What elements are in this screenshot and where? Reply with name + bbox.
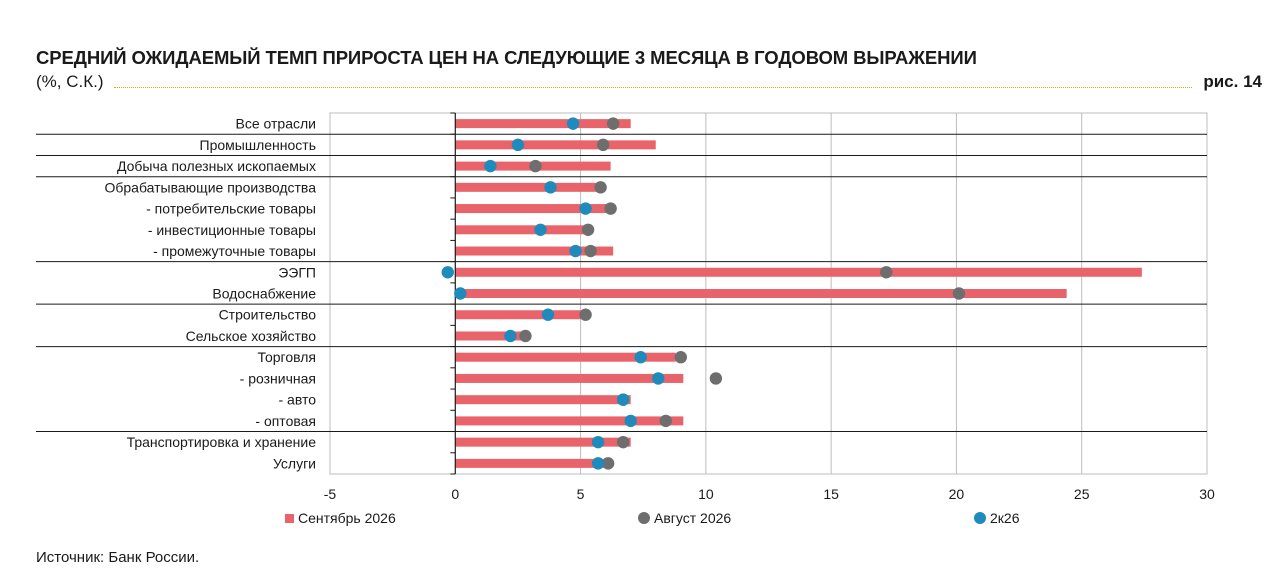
dot-2k26 — [591, 435, 605, 449]
category-label: Все отрасли — [236, 116, 316, 132]
dot-august — [952, 287, 966, 300]
dot-2k26 — [652, 372, 665, 385]
bar-september — [455, 331, 526, 341]
legend-item-august: Август 2026 — [638, 510, 731, 526]
category-label: - промежуточные товары — [153, 243, 316, 259]
dot-2k26 — [591, 457, 605, 470]
dot-2k26 — [441, 266, 454, 279]
category-label: Промышленность — [200, 137, 316, 153]
dot-august — [581, 223, 595, 236]
category-label: - авто — [278, 392, 316, 408]
dot-2k26 — [569, 244, 582, 258]
dot-2k26 — [624, 414, 637, 428]
x-tick-label: 10 — [698, 486, 714, 502]
dot-august — [616, 435, 630, 449]
bar-september — [455, 140, 656, 150]
bar-september — [455, 182, 601, 192]
dot-2k26 — [541, 308, 555, 321]
bar-september — [455, 119, 631, 129]
x-tick-label: 30 — [1199, 486, 1215, 502]
subtitle-row: (%, С.К.) рис. 14 — [36, 72, 1262, 94]
category-label: - розничная — [240, 370, 316, 386]
dot-2k26 — [534, 223, 547, 236]
x-tick-label: 15 — [823, 486, 839, 502]
x-tick-label: -5 — [324, 486, 337, 502]
dot-august — [584, 244, 597, 258]
category-label: Услуги — [273, 455, 316, 471]
bar-september — [455, 225, 591, 235]
legend-label-september: Сентябрь 2026 — [298, 510, 396, 526]
dot-august — [601, 457, 615, 470]
category-label: - потребительские товары — [146, 201, 316, 217]
category-label: ЭЭГП — [278, 264, 316, 280]
chart-subtitle: (%, С.К.) — [36, 72, 106, 92]
category-label: Сельское хозяйство — [186, 328, 317, 344]
legend-label-august: Август 2026 — [654, 510, 732, 526]
x-tick-label: 25 — [1074, 486, 1090, 502]
category-label: Обрабатывающие производства — [104, 179, 316, 195]
x-tick-label: 5 — [577, 486, 585, 502]
source-note: Источник: Банк России. — [36, 549, 200, 566]
legend-item-2k26: 2к26 — [974, 510, 1019, 526]
dot-2k26 — [511, 138, 525, 152]
figure-label: рис. 14 — [1201, 72, 1262, 92]
bar-september — [455, 310, 586, 320]
category-label: Водоснабжение — [212, 286, 316, 302]
legend-swatch-2k26-dot — [974, 512, 986, 524]
category-label: Строительство — [219, 307, 317, 323]
bar-september — [455, 246, 614, 256]
bar-september — [455, 437, 631, 447]
category-label: Добыча полезных ископаемых — [117, 158, 316, 174]
dot-august — [604, 202, 617, 215]
dot-2k26 — [454, 287, 467, 300]
dot-august — [596, 138, 610, 152]
dot-august — [594, 181, 607, 194]
dot-august — [659, 414, 672, 428]
bar-september — [455, 373, 684, 383]
bar-september — [455, 204, 614, 214]
dot-august — [579, 308, 592, 321]
x-tick-label: 20 — [949, 486, 965, 502]
legend-swatch-bar — [285, 513, 294, 523]
legend-item-september: Сентябрь 2026 — [285, 510, 396, 526]
dotted-leader — [114, 87, 1192, 88]
legend-label-2k26: 2к26 — [990, 510, 1020, 526]
dot-2k26 — [544, 181, 557, 194]
dot-2k26 — [616, 393, 630, 406]
dot-august — [606, 117, 620, 130]
x-tick-label: 0 — [451, 486, 459, 502]
dot-2k26 — [579, 202, 592, 215]
category-label: Транспортировка и хранение — [127, 434, 317, 450]
bar-september — [455, 352, 676, 362]
dot-august — [519, 329, 532, 343]
category-label: - оптовая — [255, 413, 316, 429]
dot-2k26 — [634, 351, 647, 364]
bar-september — [455, 416, 684, 426]
bar-september — [455, 289, 1067, 298]
dot-2k26 — [566, 117, 580, 130]
dot-2k26 — [484, 159, 497, 173]
legend-swatch-august-dot — [638, 512, 650, 524]
category-label: - инвестиционные товары — [148, 222, 316, 238]
dot-august — [529, 159, 542, 173]
category-label: Торговля — [258, 349, 316, 365]
dot-august — [709, 372, 723, 385]
bar-september — [455, 395, 631, 405]
bar-september — [455, 458, 611, 468]
dot-august — [674, 351, 687, 364]
chart-title: СРЕДНИЙ ОЖИДАЕМЫЙ ТЕМП ПРИРОСТА ЦЕН НА С… — [36, 47, 977, 68]
dot-2k26 — [504, 329, 517, 343]
dot-august — [880, 266, 893, 279]
bar-september — [455, 267, 1142, 277]
